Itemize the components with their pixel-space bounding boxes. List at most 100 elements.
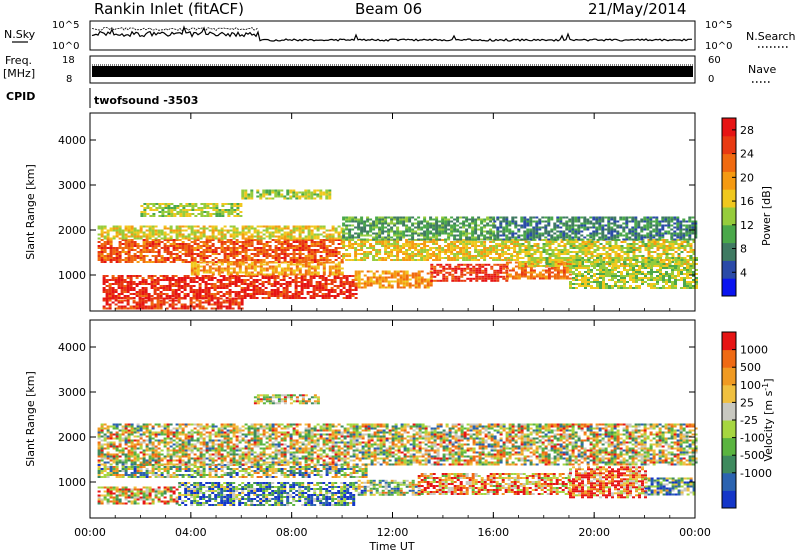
power-x-axis [89, 113, 696, 311]
velocity-colorbar-label-main: Velocity [m s [762, 390, 775, 461]
data-band-1 [178, 482, 356, 506]
nave-tick-top: 60 [708, 55, 721, 66]
power-panel: 1000 2000 3000 4000 [58, 112, 698, 312]
velocity-xlabel: Time UT [368, 540, 414, 553]
x-tick-label: 12:00 [377, 526, 409, 539]
power-ylabel: Slant Range [km] [24, 164, 37, 260]
colorbar-swatch [722, 278, 736, 297]
freq-label-top: Freq. [5, 54, 32, 67]
velocity-colorbar-tick-label: 25 [740, 396, 754, 409]
data-band-7 [518, 239, 696, 267]
data-band-7 [97, 423, 698, 466]
velocity-colorbar-tick-label: 100 [740, 379, 761, 392]
velocity-colorbar: 1000 500 100 25 -25 -100 -500 -1000 [721, 331, 772, 509]
velocity-colorbar-tick-label: -25 [740, 414, 758, 427]
power-y-axis: 1000 2000 3000 4000 [58, 134, 695, 282]
y-tick-label: 2000 [58, 431, 86, 444]
nsky-trace [91, 25, 692, 42]
y-tick-label: 4000 [58, 341, 86, 354]
colorbar-swatch [722, 455, 736, 474]
colorbar-swatch [722, 384, 736, 403]
beam-title: Beam 06 [355, 0, 422, 18]
velocity-colorbar-tick-label: -1000 [740, 467, 772, 480]
power-colorbar-tick-label: 4 [740, 266, 747, 279]
freq-panel [89, 55, 696, 84]
data-band-13 [190, 261, 344, 276]
freq-label-bottom: [MHz] [3, 67, 35, 80]
data-band-0 [102, 275, 358, 299]
colorbar-swatch [722, 332, 736, 351]
data-band-5 [97, 239, 344, 263]
data-band-2 [354, 479, 421, 496]
power-colorbar-tick-label: 8 [740, 243, 747, 256]
velocity-colorbar-label: Velocity [m s-1] [761, 378, 775, 461]
y-tick-label: 1000 [58, 476, 86, 489]
velocity-ylabel: Slant Range [km] [24, 371, 37, 467]
data-band-14 [102, 297, 244, 310]
velocity-y-axis: 1000 2000 3000 4000 [58, 341, 695, 489]
power-colorbar-tick-label: 20 [740, 171, 754, 184]
colorbar-swatch [722, 207, 736, 226]
data-band-12 [241, 189, 332, 200]
velocity-colorbar-tick-label: 500 [740, 361, 761, 374]
data-band-11 [140, 203, 243, 217]
freq-nave-fill [92, 66, 693, 77]
colorbar-swatch [722, 437, 736, 456]
data-band-0 [97, 486, 179, 505]
y-tick-label: 1000 [58, 269, 86, 282]
y-tick-label: 2000 [58, 224, 86, 237]
nsearch-tick-bottom: 10^0 [705, 41, 732, 52]
velocity-colorbar-tick-label: 1000 [740, 344, 768, 357]
colorbar-swatch [722, 349, 736, 368]
velocity-colorbar-label-close: ] [762, 378, 775, 382]
colorbar-swatch [722, 118, 736, 137]
x-tick-label: 00:00 [74, 526, 106, 539]
power-colorbar: 4 8 12 16 20 24 28 [721, 117, 754, 297]
date-title: 21/May/2014 [588, 0, 686, 18]
y-tick-label: 3000 [58, 386, 86, 399]
cpid-value: twofsound -3503 [94, 94, 198, 107]
nsearch-tick-top: 10^5 [705, 20, 732, 31]
colorbar-frame [721, 117, 737, 297]
power-colorbar-tick-label: 24 [740, 148, 754, 161]
power-colorbar-tick-label: 16 [740, 195, 754, 208]
station-title: Rankin Inlet (fitACF) [94, 0, 244, 18]
nave-tick-bottom: 0 [708, 74, 714, 85]
power-colorbar-tick-label: 28 [740, 124, 754, 137]
colorbar-swatch [722, 490, 736, 509]
freq-tick-top: 18 [62, 55, 75, 66]
freq-tick-bottom: 8 [66, 74, 72, 85]
data-band-5 [644, 477, 696, 496]
y-tick-label: 4000 [58, 134, 86, 147]
colorbar-swatch [722, 242, 736, 261]
velocity-x-axis: 00:00 04:00 08:00 12:00 16:00 20:00 00:00 [74, 320, 711, 539]
data-band-3 [417, 473, 571, 495]
x-tick-label: 00:00 [679, 526, 711, 539]
colorbar-swatch [722, 472, 736, 491]
data-band-6 [342, 239, 520, 261]
power-heatmap [97, 189, 698, 310]
data-band-4 [569, 466, 647, 499]
data-band-2 [430, 263, 509, 282]
velocity-colorbar-tick-label: -100 [740, 432, 765, 445]
colorbar-swatch [722, 135, 736, 155]
colorbar-swatch [722, 367, 736, 386]
velocity-panel: 1000 2000 3000 4000 00:00 04:00 08:00 12:00 16:… [58, 319, 711, 539]
colorbar-swatch [722, 153, 736, 172]
colorbar-swatch [722, 189, 736, 208]
cpid-label: CPID [6, 90, 35, 103]
colorbar-swatch [722, 402, 736, 421]
x-tick-label: 08:00 [276, 526, 308, 539]
x-tick-label: 04:00 [175, 526, 207, 539]
x-tick-label: 16:00 [477, 526, 509, 539]
velocity-colorbar-label-exp: -1 [761, 383, 770, 391]
nsky-trace-upper [91, 26, 259, 32]
colorbar-swatch [722, 171, 736, 190]
velocity-colorbar-tick-label: -500 [740, 449, 765, 462]
nsky-tick-top: 10^5 [52, 20, 79, 31]
power-colorbar-label: Power [dB] [760, 186, 773, 246]
power-colorbar-tick-label: 12 [740, 219, 754, 232]
data-band-10 [493, 216, 698, 241]
y-tick-label: 3000 [58, 179, 86, 192]
